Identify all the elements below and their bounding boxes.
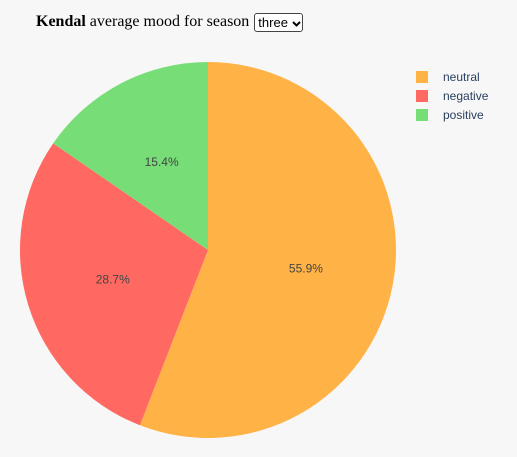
pie-slice-positive[interactable] — [53, 62, 208, 250]
pie-slice-neutral[interactable] — [139, 62, 397, 438]
season-select-value: three — [258, 14, 288, 30]
slice-label-positive: 15.4% — [145, 155, 179, 169]
slice-label-negative: 28.7% — [96, 272, 130, 286]
legend: neutral negative positive — [416, 67, 488, 124]
slice-label-neutral: 55.9% — [289, 261, 323, 275]
person-name: Kendal — [36, 13, 86, 30]
pie-slice-negative[interactable] — [20, 143, 208, 426]
legend-label-neutral: neutral — [443, 69, 480, 84]
legend-label-negative: negative — [443, 88, 489, 103]
legend-item-positive[interactable]: positive — [416, 105, 488, 124]
chart-header: Kendal average mood for season three — [36, 11, 303, 33]
header-text: average mood for season — [89, 13, 250, 30]
legend-item-negative[interactable]: negative — [416, 86, 488, 105]
legend-swatch-neutral — [416, 70, 428, 83]
chevron-down-icon — [292, 15, 301, 30]
legend-swatch-negative — [416, 89, 428, 102]
season-select[interactable]: three — [254, 12, 303, 32]
legend-item-neutral[interactable]: neutral — [416, 67, 488, 86]
legend-swatch-positive — [416, 108, 428, 121]
legend-label-positive: positive — [443, 107, 484, 122]
